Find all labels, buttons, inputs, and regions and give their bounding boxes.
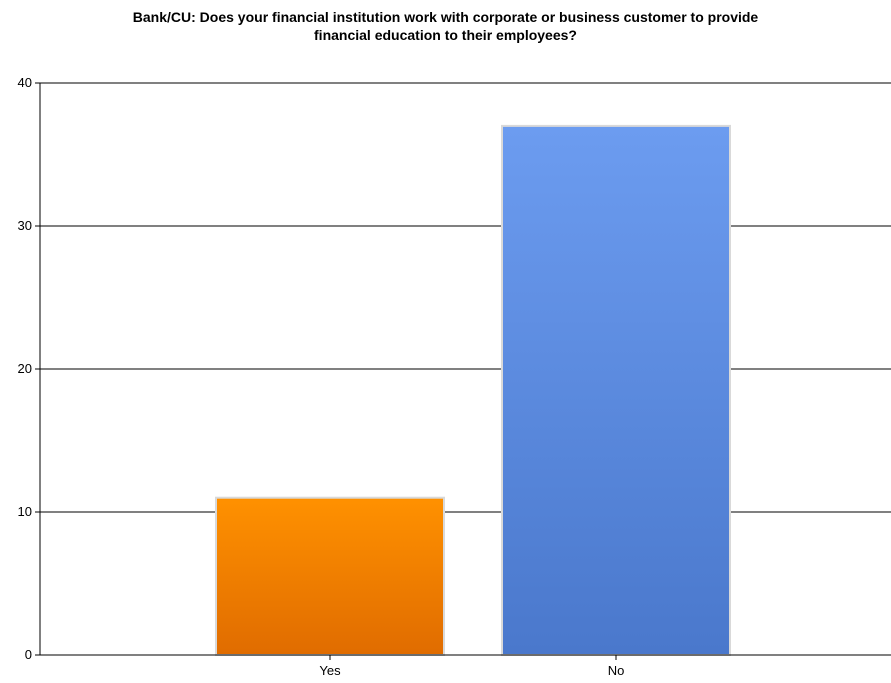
chart-title-line-1: Bank/CU: Does your financial institution… [132,9,759,25]
y-tick-label: 40 [18,75,32,90]
x-tick-label-yes: Yes [319,663,341,678]
bars [215,124,731,657]
bar-no [501,124,731,656]
y-tick-label: 10 [18,504,32,519]
chart-title-line-2: financial education to their employees? [314,27,577,43]
y-tick-label: 0 [25,647,32,662]
x-tick-label-no: No [608,663,625,678]
y-tick-label: 20 [18,361,32,376]
y-tick-label: 30 [18,218,32,233]
gridlines [40,82,891,513]
bar-yes [215,496,445,657]
chart-title: Bank/CU: Does your financial institution… [0,8,891,44]
axes: 0 10 20 30 40 Yes No [18,75,891,678]
